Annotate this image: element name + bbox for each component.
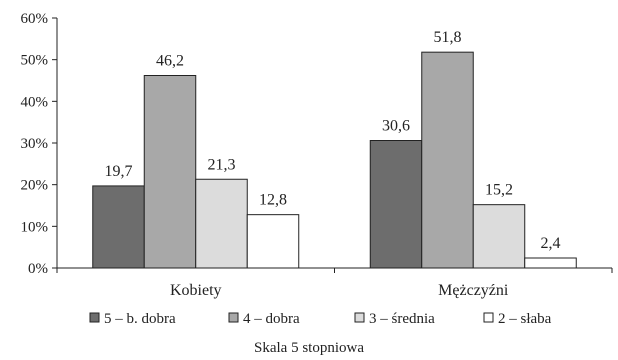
bar-value-label: 2,4 xyxy=(541,235,561,252)
x-category-label: Kobiety xyxy=(170,282,222,299)
x-axis: Kobiety Mężczyźni xyxy=(57,268,612,299)
legend-swatch xyxy=(90,313,99,322)
y-tick-label: 30% xyxy=(21,136,49,152)
y-tick-label: 40% xyxy=(21,94,49,110)
legend-label: 2 – słaba xyxy=(498,311,552,327)
bar xyxy=(473,205,525,268)
bars-layer: 19,7 46,2 21,3 12,8 30,6 51,8 15,2 2,4 xyxy=(93,29,577,268)
y-tick-label: 10% xyxy=(21,219,49,235)
bar-value-label: 30,6 xyxy=(382,118,410,135)
bar xyxy=(422,52,474,268)
bar-value-label: 15,2 xyxy=(485,182,513,199)
bar xyxy=(196,179,248,268)
bar xyxy=(247,215,299,268)
bar-value-label: 21,3 xyxy=(208,156,236,173)
legend-swatch xyxy=(484,313,493,322)
bar xyxy=(144,76,196,269)
bar-value-label: 46,2 xyxy=(156,53,184,70)
legend-label: 5 – b. dobra xyxy=(104,311,176,327)
legend-swatch xyxy=(355,313,364,322)
x-category-label: Mężczyźni xyxy=(438,282,509,299)
y-tick-label: 20% xyxy=(21,178,49,194)
bar-value-label: 51,8 xyxy=(434,29,462,46)
bar xyxy=(525,258,577,268)
x-axis-title: Skala 5 stopniowa xyxy=(254,340,364,356)
y-axis: 0% 10% 20% 30% 40% 50% 60% xyxy=(21,11,58,277)
bar xyxy=(93,186,145,268)
legend-label: 3 – średnia xyxy=(369,311,435,327)
y-tick-label: 0% xyxy=(28,261,48,277)
bar-value-label: 12,8 xyxy=(259,192,287,209)
legend-swatch xyxy=(229,313,238,322)
bar-value-label: 19,7 xyxy=(105,163,133,180)
y-tick-label: 50% xyxy=(21,53,49,69)
legend: 5 – b. dobra 4 – dobra 3 – średnia 2 – słab… xyxy=(90,311,552,327)
y-tick-label: 60% xyxy=(21,11,49,27)
legend-label: 4 – dobra xyxy=(243,311,300,327)
bar xyxy=(370,141,422,269)
